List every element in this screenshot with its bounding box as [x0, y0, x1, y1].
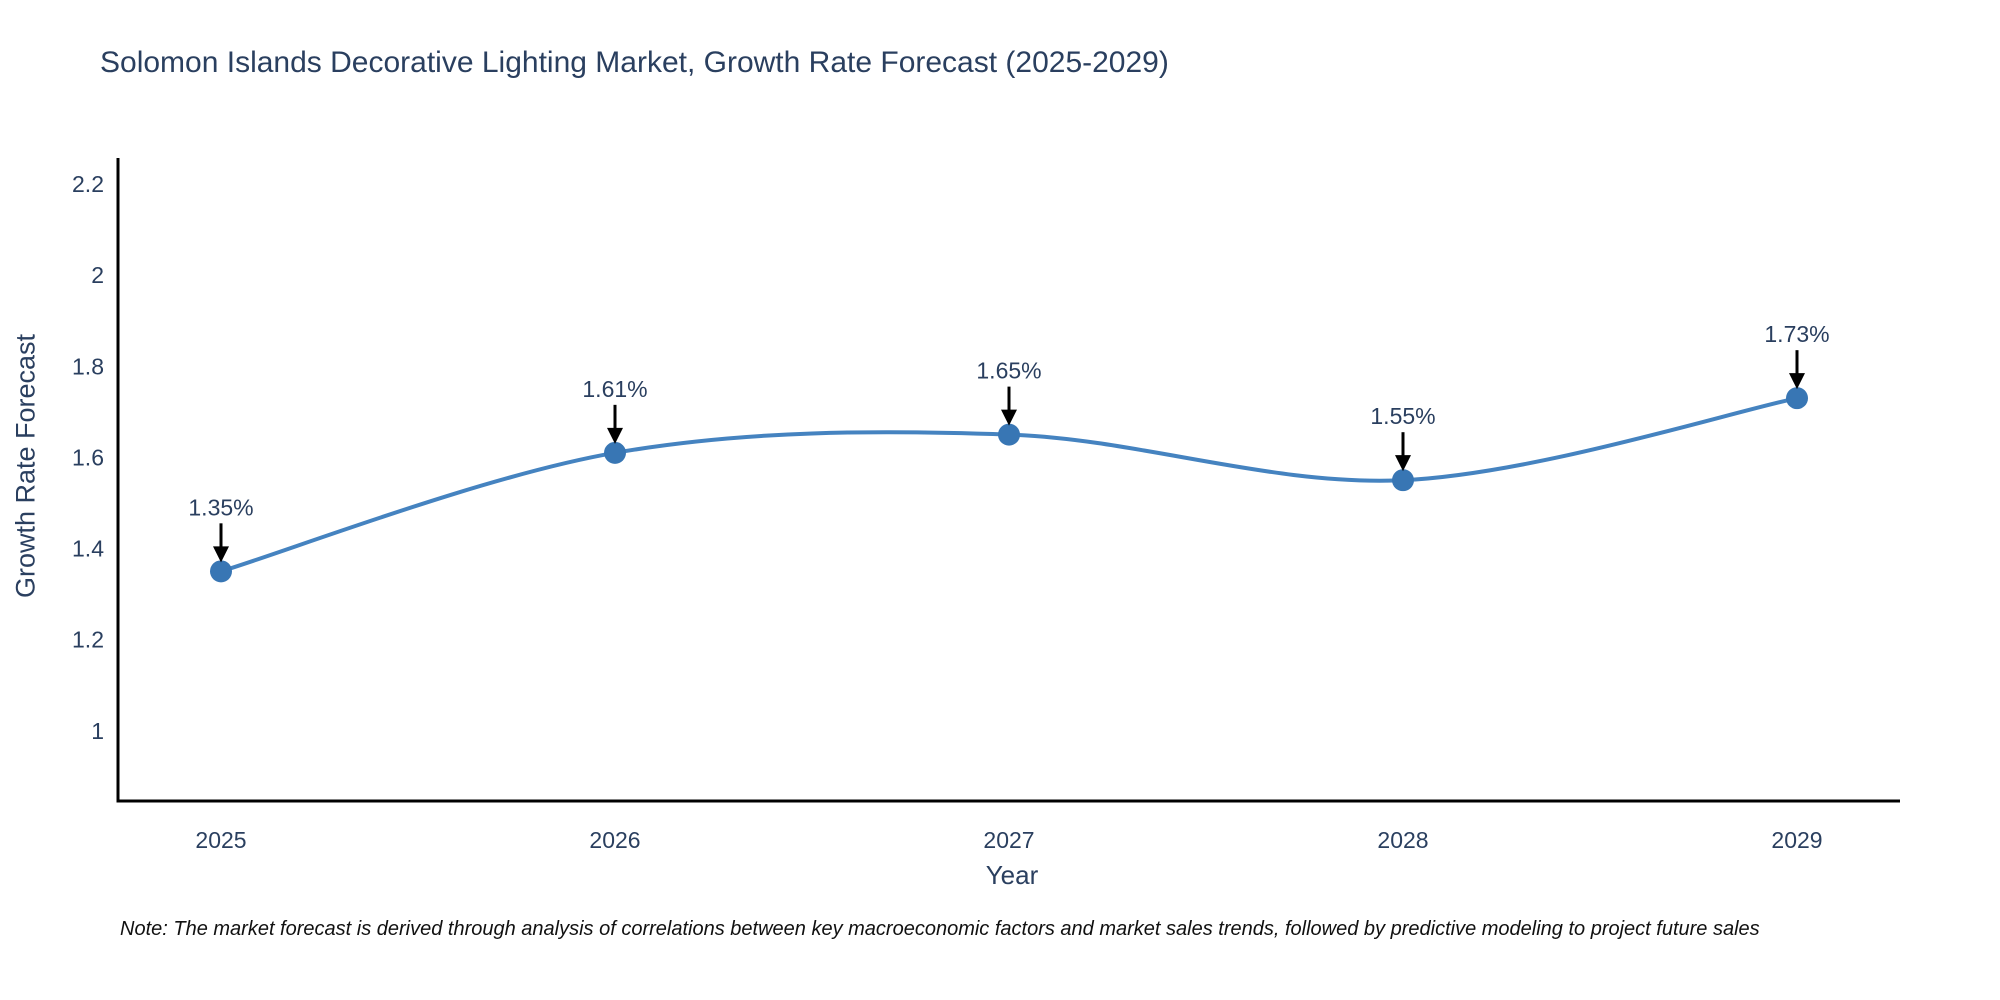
y-tick-label: 1.8 — [72, 353, 104, 379]
footnote: Note: The market forecast is derived thr… — [120, 918, 1760, 940]
x-tick-label: 2026 — [589, 827, 640, 853]
x-tick-label: 2029 — [1771, 827, 1822, 853]
data-point[interactable] — [604, 441, 626, 464]
data-point[interactable] — [998, 423, 1020, 446]
point-value-label: 1.73% — [1764, 321, 1829, 347]
point-value-label: 1.61% — [582, 376, 647, 402]
data-point[interactable] — [210, 560, 232, 583]
y-tick-label: 1.4 — [72, 536, 104, 562]
point-value-label: 1.35% — [188, 494, 253, 520]
x-tick-label: 2027 — [983, 827, 1034, 853]
x-tick-label: 2025 — [195, 827, 246, 853]
data-point[interactable] — [1392, 469, 1414, 492]
x-tick-label: 2028 — [1377, 827, 1428, 853]
annotation-arrow-head — [213, 546, 229, 563]
annotation-arrow-head — [1395, 455, 1411, 472]
annotation-arrow-head — [1001, 409, 1017, 426]
y-tick-label: 1.2 — [72, 627, 104, 653]
x-axis-title: Year — [985, 860, 1039, 890]
y-tick-label: 1.6 — [72, 444, 104, 470]
data-point[interactable] — [1786, 387, 1808, 410]
point-value-label: 1.55% — [1370, 403, 1435, 429]
y-tick-label: 2 — [91, 262, 104, 288]
y-tick-label: 1 — [91, 718, 104, 744]
point-value-label: 1.65% — [976, 358, 1041, 384]
chart-title: Solomon Islands Decorative Lighting Mark… — [100, 46, 1169, 79]
annotation-arrow-head — [607, 427, 623, 444]
y-tick-label: 2.2 — [72, 171, 104, 197]
annotation-arrow-head — [1789, 373, 1805, 390]
